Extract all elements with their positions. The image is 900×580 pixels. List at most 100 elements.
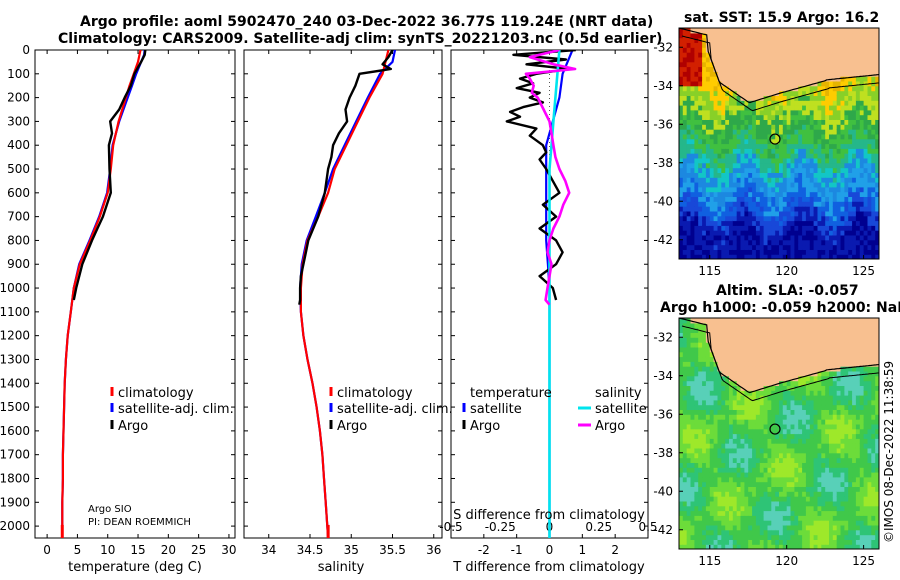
map-grid	[679, 28, 879, 259]
argo-position-marker	[769, 133, 781, 145]
y-tick-label: 700	[7, 210, 30, 224]
panel-frame	[34, 49, 236, 539]
difference-xlabel-top: S difference from climatology	[453, 508, 645, 523]
credit-line1: Argo SIO	[88, 504, 132, 515]
y-tick-label: 1900	[0, 495, 30, 509]
y-tick-label: 300	[7, 114, 30, 128]
y-tick-label: 100	[7, 67, 30, 81]
temperature-xlabel: temperature (deg C)	[68, 560, 202, 575]
map-y-tick-label: -38	[653, 446, 673, 460]
salinity-panel: 34 34.5 35 35.5 36	[243, 49, 443, 557]
legend-temperature-heading: temperature	[470, 386, 552, 401]
y-tick-label: 500	[7, 162, 30, 176]
map-x-tick-label: 120	[775, 264, 798, 278]
y-tick-label: 800	[7, 233, 30, 247]
legend-salinity-argo: Argo	[595, 419, 625, 434]
map-y-tick-label: -42	[653, 523, 673, 537]
temperature-series-argo	[72, 50, 147, 301]
map-y-tick-label: -40	[653, 194, 673, 208]
y-tick-label: 400	[7, 138, 30, 152]
y-tick-label: 600	[7, 186, 30, 200]
x-tick-label: 0	[43, 543, 51, 557]
temperature-legend-climatology: climatology	[118, 386, 194, 401]
map-x-tick-label: 125	[852, 554, 875, 568]
salinity-series-satellite-adj--clim-	[299, 50, 397, 538]
map-y-tick-label: -40	[653, 484, 673, 498]
x-tick-label: 5	[74, 543, 82, 557]
legend-salinity-heading: salinity	[595, 386, 642, 401]
map-y-tick-label: -34	[653, 369, 673, 383]
isobath	[681, 35, 879, 112]
y-tick-label: 1500	[0, 400, 30, 414]
argo-position-marker	[769, 423, 781, 435]
y-tick-label: 1100	[0, 305, 30, 319]
difference-panel: -2 -1 0 1 2-0.5 -0.25 0 0.25 0.5	[439, 49, 658, 557]
sst-map-title: sat. SST: 15.9 Argo: 16.2	[684, 10, 880, 26]
x-tick-label: 34.5	[297, 543, 324, 557]
legend-salinity-satellite: satellite	[595, 402, 647, 417]
map-x-tick-label: 120	[775, 554, 798, 568]
y-tick-label: 1300	[0, 352, 30, 366]
y-tick-label: 1400	[0, 376, 30, 390]
y-tick-label: 2000	[0, 519, 30, 533]
temperature-legend-satellite: satellite-adj. clim.	[118, 402, 234, 417]
salinity-xlabel: salinity	[318, 560, 365, 575]
legend-temperature-satellite: satellite	[470, 402, 522, 417]
s-tick-label: -0.5	[439, 520, 462, 534]
figure-title-line1: Argo profile: aoml 5902470_240 03-Dec-20…	[80, 14, 654, 30]
x-tick-label: 35.5	[379, 543, 406, 557]
x-tick-label: 30	[221, 543, 236, 557]
map-frame	[678, 27, 880, 260]
x-tick-label: 2	[611, 543, 619, 557]
imos-credit: ©IMOS 08-Dec-2022 11:38:59	[882, 361, 896, 543]
x-tick-label: 15	[130, 543, 145, 557]
figure-title-line2: Climatology: CARS2009. Satellite-adj cli…	[58, 31, 663, 47]
sla-map-title-line1: Altim. SLA: -0.057	[716, 283, 859, 299]
difference-series-temperature-argo	[505, 50, 576, 301]
s-tick-label: 0.25	[585, 520, 612, 534]
sst-map-panel: -32 -34 -36 -38 -40 -42 115 120 125	[653, 27, 880, 278]
x-tick-label: 10	[100, 543, 115, 557]
difference-xlabel: T difference from climatology	[452, 560, 645, 575]
x-tick-label: 0	[546, 543, 554, 557]
salinity-legend-climatology: climatology	[337, 386, 413, 401]
sla-map-panel: -32 -34 -36 -38 -40 -42 115 120 125	[653, 317, 880, 568]
y-tick-label: 1000	[0, 281, 30, 295]
s-tick-label: 0.5	[638, 520, 657, 534]
map-y-tick-label: -36	[653, 117, 673, 131]
y-tick-label: 1200	[0, 329, 30, 343]
map-x-tick-label: 115	[698, 554, 721, 568]
sla-map-title-line2: Argo h1000: -0.059 h2000: NaN	[660, 300, 900, 316]
x-tick-label: 1	[579, 543, 587, 557]
x-tick-label: 36	[426, 543, 441, 557]
salinity-legend-argo: Argo	[337, 419, 367, 434]
salinity-legend-satellite: satellite-adj. clim.	[337, 402, 453, 417]
salinity-series-argo	[298, 50, 394, 305]
isobath	[681, 325, 879, 402]
legend-temperature-argo: Argo	[470, 419, 500, 434]
y-tick-label: 200	[7, 91, 30, 105]
y-tick-label: 1700	[0, 448, 30, 462]
map-y-tick-label: -38	[653, 156, 673, 170]
map-y-tick-label: -34	[653, 79, 673, 93]
map-y-tick-label: -32	[653, 40, 673, 54]
x-tick-label: -1	[511, 543, 523, 557]
y-tick-label: 1600	[0, 424, 30, 438]
y-tick-label: 900	[7, 257, 30, 271]
x-tick-label: -2	[478, 543, 490, 557]
credit-line2: PI: DEAN ROEMMICH	[88, 517, 191, 528]
map-grid	[679, 318, 879, 549]
temperature-legend-argo: Argo	[118, 419, 148, 434]
x-tick-label: 35	[344, 543, 359, 557]
difference-series-salinity-argo	[524, 50, 577, 306]
x-tick-label: 34	[261, 543, 276, 557]
x-tick-label: 20	[161, 543, 176, 557]
panel-frame	[243, 49, 443, 539]
map-x-tick-label: 115	[698, 264, 721, 278]
x-tick-label: 25	[191, 543, 206, 557]
map-y-tick-label: -32	[653, 330, 673, 344]
y-tick-label: 1800	[0, 471, 30, 485]
temperature-panel: 0100200300400500600700800900100011001200…	[0, 43, 237, 557]
y-tick-label: 0	[22, 43, 30, 57]
